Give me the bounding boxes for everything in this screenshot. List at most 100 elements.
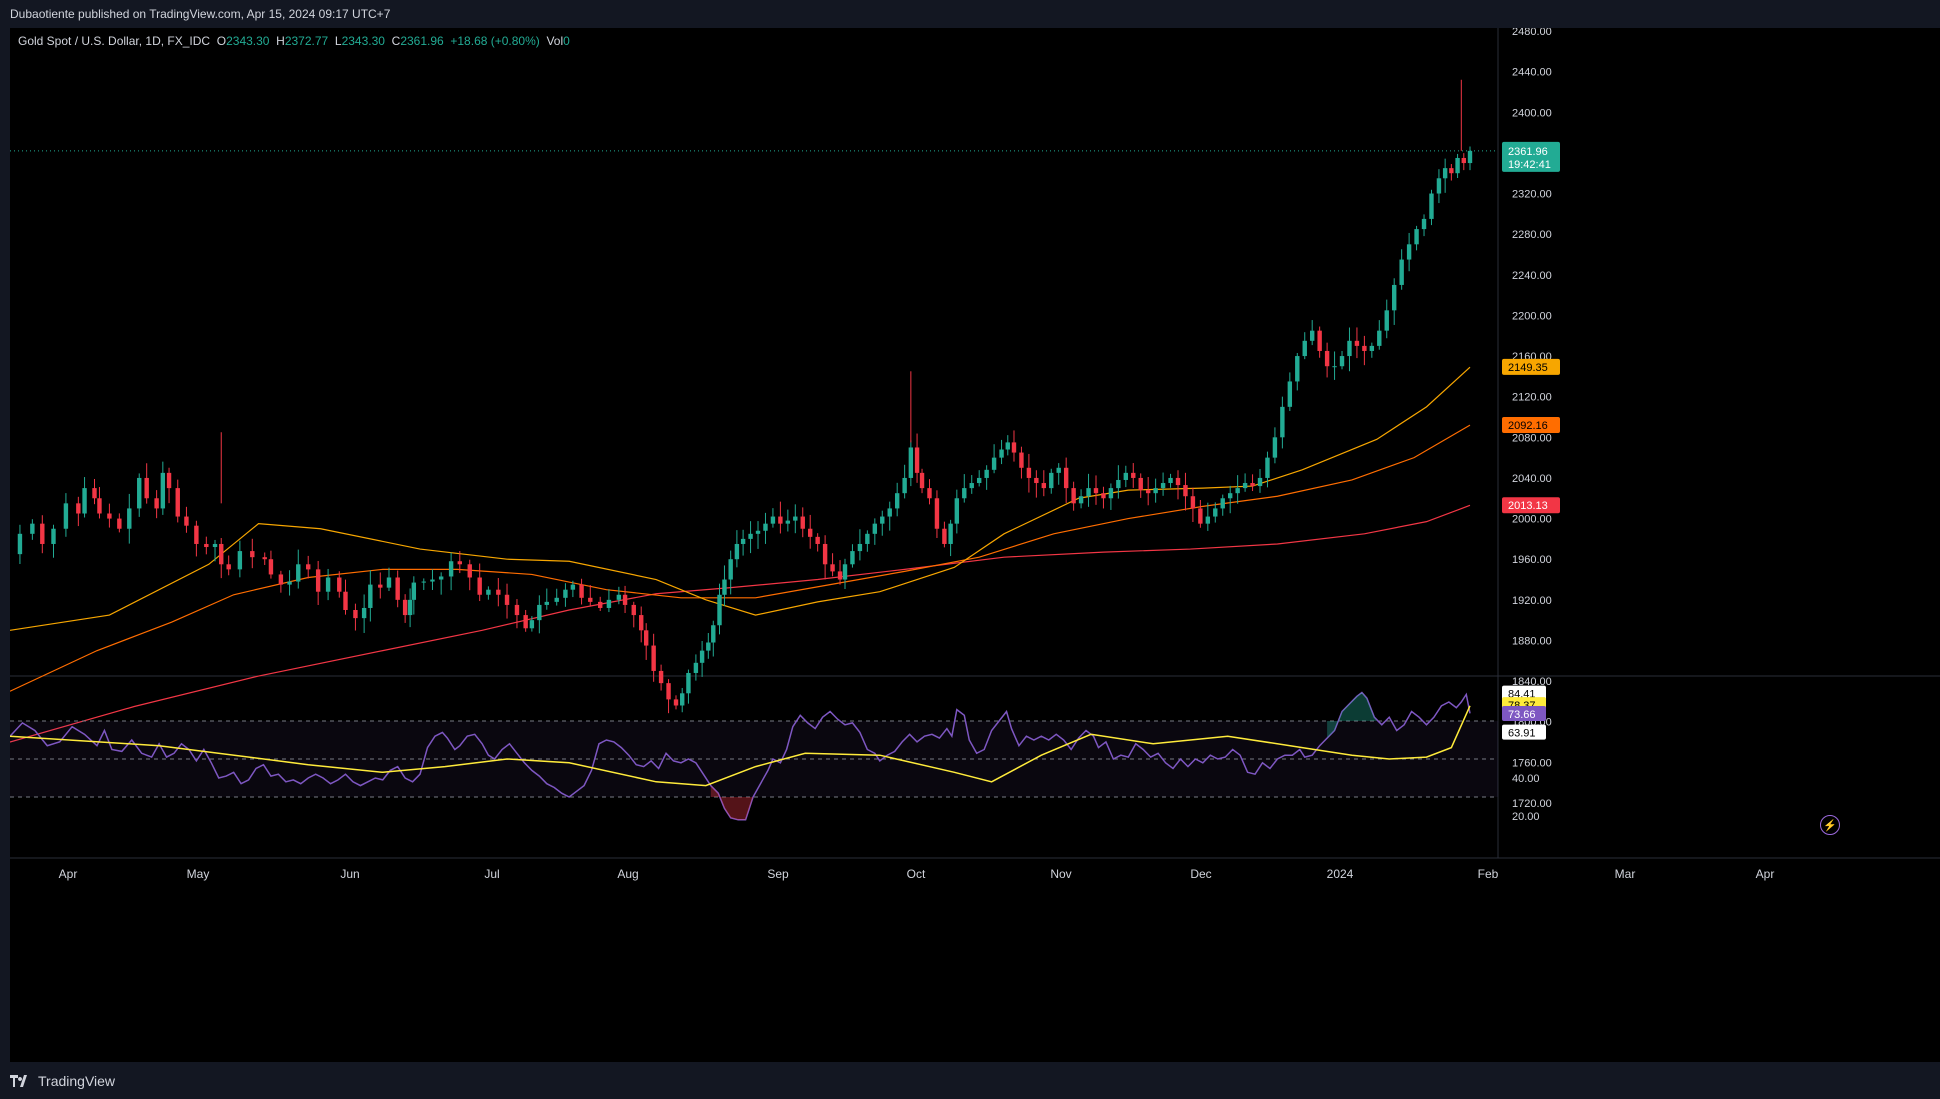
- lightning-icon[interactable]: ⚡: [1820, 815, 1840, 835]
- candle-body: [1175, 477, 1181, 486]
- time-tick-label: Sep: [767, 867, 789, 881]
- candle-body: [842, 564, 848, 580]
- close-value: 2361.96: [400, 34, 444, 48]
- candle-body: [278, 574, 284, 585]
- candle-body: [934, 498, 940, 529]
- candle-body: [421, 581, 426, 583]
- candle-body: [927, 488, 932, 499]
- candle-body: [337, 577, 342, 592]
- open-label: O: [216, 34, 227, 48]
- price-tick-label: 1720.00: [1512, 798, 1552, 810]
- price-tick-label: 2080.00: [1512, 432, 1552, 444]
- ma-value-label: 2013.13: [1508, 500, 1548, 512]
- candle-body: [1198, 508, 1203, 524]
- price-tick-label: 1960.00: [1512, 554, 1552, 566]
- footer-brand[interactable]: TradingView: [38, 1072, 116, 1089]
- candle-body: [631, 604, 636, 616]
- price-tick-label: 1760.00: [1512, 757, 1552, 769]
- candle-body: [107, 513, 112, 519]
- time-tick-label: Dec: [1190, 867, 1211, 881]
- candle-body: [1309, 330, 1315, 341]
- candle-body: [1078, 496, 1084, 504]
- footer: TradingView: [0, 1062, 1940, 1099]
- rsi-value-label: 63.91: [1508, 728, 1536, 740]
- published-text: Dubaotiente published on TradingView.com…: [10, 7, 391, 21]
- candle-body: [1436, 178, 1442, 194]
- close-label: C: [391, 34, 401, 48]
- candle-body: [815, 536, 820, 544]
- price-tick-label: 2400.00: [1512, 107, 1552, 119]
- candle-body: [822, 543, 828, 565]
- candle-body: [680, 693, 685, 706]
- candle-body: [830, 564, 835, 572]
- candle-body: [872, 523, 878, 534]
- candle-body: [1295, 356, 1300, 382]
- change-value: +18.68 (+0.80%): [450, 34, 540, 48]
- chart-area[interactable]: 2480.002440.002400.002360.002320.002280.…: [9, 26, 1940, 1062]
- candle-body: [1190, 496, 1196, 509]
- time-tick-label: Nov: [1050, 867, 1071, 881]
- candle-body: [999, 449, 1004, 458]
- low-value: 2343.30: [341, 34, 385, 48]
- candle-body: [1332, 366, 1337, 368]
- candle-body: [457, 561, 463, 565]
- candle-body: [194, 525, 199, 544]
- candle-body: [315, 569, 321, 592]
- candle-body: [1235, 488, 1240, 494]
- candle-body: [296, 564, 301, 582]
- candle-body: [666, 683, 671, 700]
- price-tick-label: 2480.00: [1512, 28, 1552, 38]
- candle-body: [368, 584, 373, 608]
- tradingview-logo-icon[interactable]: [10, 1074, 32, 1087]
- time-tick-label: Aug: [617, 867, 638, 881]
- candle-body: [537, 604, 542, 621]
- candle-body: [237, 551, 243, 570]
- candle-body: [1384, 310, 1389, 331]
- rsi-value-badge: [1502, 706, 1546, 722]
- candle-body: [1116, 479, 1121, 489]
- candle-body: [184, 516, 189, 526]
- candle-body: [914, 447, 920, 473]
- candle-body: [325, 577, 331, 592]
- ma-short-line: [9, 366, 1471, 631]
- candle-body: [430, 579, 435, 582]
- candle-body: [544, 601, 549, 605]
- candle-body: [92, 488, 97, 499]
- low-label: L: [334, 34, 342, 48]
- candle-body: [673, 699, 679, 706]
- candle-body: [622, 594, 628, 605]
- candle-body: [1392, 284, 1397, 311]
- candle-body: [1011, 442, 1017, 453]
- chart-svg[interactable]: 2480.002440.002400.002360.002320.002280.…: [9, 26, 1940, 1062]
- candle-body: [984, 469, 989, 478]
- candle-body: [1108, 488, 1114, 499]
- candle-body: [97, 498, 102, 514]
- candle-body: [942, 528, 947, 544]
- candle-body: [1455, 157, 1460, 174]
- candle-body: [793, 516, 798, 521]
- candle-body: [1429, 193, 1434, 219]
- last-price-badge: [1502, 141, 1560, 172]
- candle-body: [643, 630, 649, 646]
- candle-body: [699, 650, 705, 663]
- ma-long-line: [9, 504, 1471, 743]
- candle-body: [837, 571, 843, 580]
- rsi-ma-line: [9, 705, 1471, 787]
- rsi-value-label: 73.66: [1508, 709, 1536, 721]
- candle-body: [477, 577, 482, 595]
- candle-body: [378, 584, 383, 588]
- candle-body: [395, 577, 400, 600]
- candle-body: [1063, 467, 1069, 489]
- candle-body: [144, 477, 149, 499]
- candle-body: [514, 604, 520, 616]
- candle-body: [1220, 498, 1225, 509]
- candle-body: [1213, 508, 1218, 517]
- ma-value-label: 2149.35: [1508, 362, 1548, 374]
- candle-body: [948, 523, 953, 544]
- candle-body: [606, 599, 612, 608]
- candle-body: [1317, 330, 1322, 351]
- candle-body: [1414, 229, 1419, 245]
- candle-body: [1005, 442, 1010, 450]
- candle-body: [1205, 516, 1211, 524]
- candle-body: [411, 582, 417, 600]
